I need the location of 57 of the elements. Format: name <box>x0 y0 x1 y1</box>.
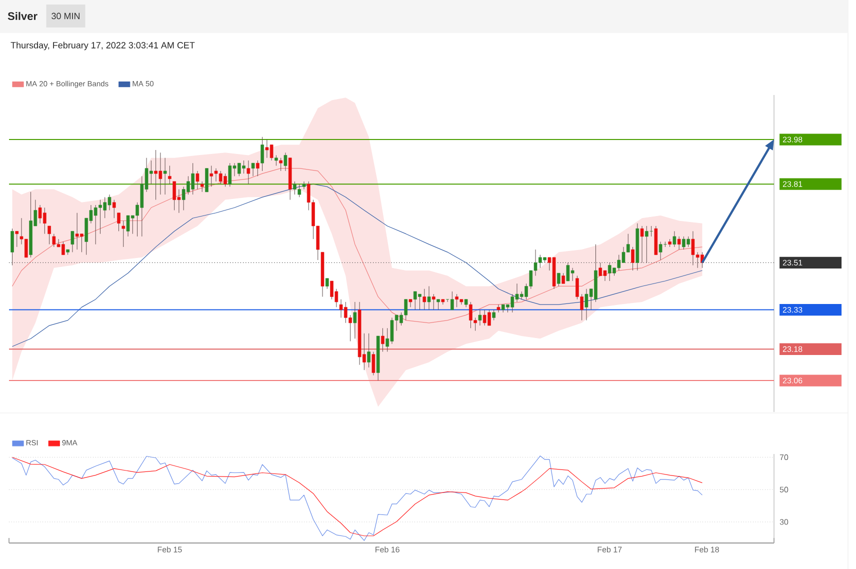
candlestick <box>256 160 260 176</box>
text: 30 MIN <box>52 12 80 20</box>
y-tick-label: 23.81 <box>782 181 802 187</box>
candlestick <box>658 241 662 260</box>
candlestick <box>284 152 288 172</box>
candlestick <box>274 154 278 166</box>
candlestick <box>279 158 282 172</box>
candlestick <box>677 236 681 250</box>
chart-title: Silver <box>8 12 38 20</box>
candlestick <box>672 230 676 248</box>
candlestick <box>422 288 426 310</box>
y-tick-label: 23.18 <box>782 346 802 352</box>
candlestick <box>496 304 500 313</box>
candlestick <box>478 310 482 326</box>
candlestick <box>381 328 384 352</box>
y-tick-label: 30 <box>780 519 788 525</box>
candlestick <box>117 212 120 232</box>
candlestick <box>251 162 255 176</box>
y-tick-label: 50 <box>780 486 788 492</box>
candlestick <box>631 246 634 271</box>
candlestick <box>372 351 376 376</box>
chart-subtitle: Thursday, February 17, 2022 3:03:41 AM CET <box>10 42 195 50</box>
candlestick <box>408 299 412 308</box>
candlestick <box>15 230 19 248</box>
candlestick <box>562 272 565 284</box>
candlestick <box>427 286 431 310</box>
y-tick-label: 23.51 <box>782 260 802 266</box>
candlestick <box>112 200 116 218</box>
y-tick-label: 70 <box>780 454 788 460</box>
y-tick-label: 23.98 <box>782 136 802 142</box>
candlestick <box>436 299 440 310</box>
candlestick <box>168 165 172 184</box>
candlestick <box>196 170 200 190</box>
y-tick-label: 23.06 <box>782 378 802 384</box>
x-tick-label: Feb 15 <box>158 546 182 552</box>
candlestick <box>246 160 250 184</box>
candlestick <box>205 168 208 192</box>
candlestick <box>325 278 329 290</box>
candlestick <box>10 228 14 266</box>
candlestick <box>200 181 204 192</box>
line-series <box>12 168 703 324</box>
candlestick <box>557 272 560 286</box>
candlestick <box>260 136 264 172</box>
candlestick <box>70 230 74 252</box>
x-tick-label: Feb 18 <box>695 546 719 552</box>
candlestick <box>302 181 306 190</box>
x-tick-label: Feb 16 <box>376 546 400 552</box>
candlestick <box>48 226 51 245</box>
candlestick <box>492 310 496 321</box>
candlestick <box>432 294 436 310</box>
candlestick <box>122 220 126 248</box>
candlestick <box>367 333 370 368</box>
candlestick <box>163 158 167 195</box>
candlestick <box>353 302 357 339</box>
y-tick-label: 23.33 <box>782 306 802 313</box>
x-tick-label: Feb 17 <box>598 546 622 552</box>
candlestick <box>640 226 644 263</box>
